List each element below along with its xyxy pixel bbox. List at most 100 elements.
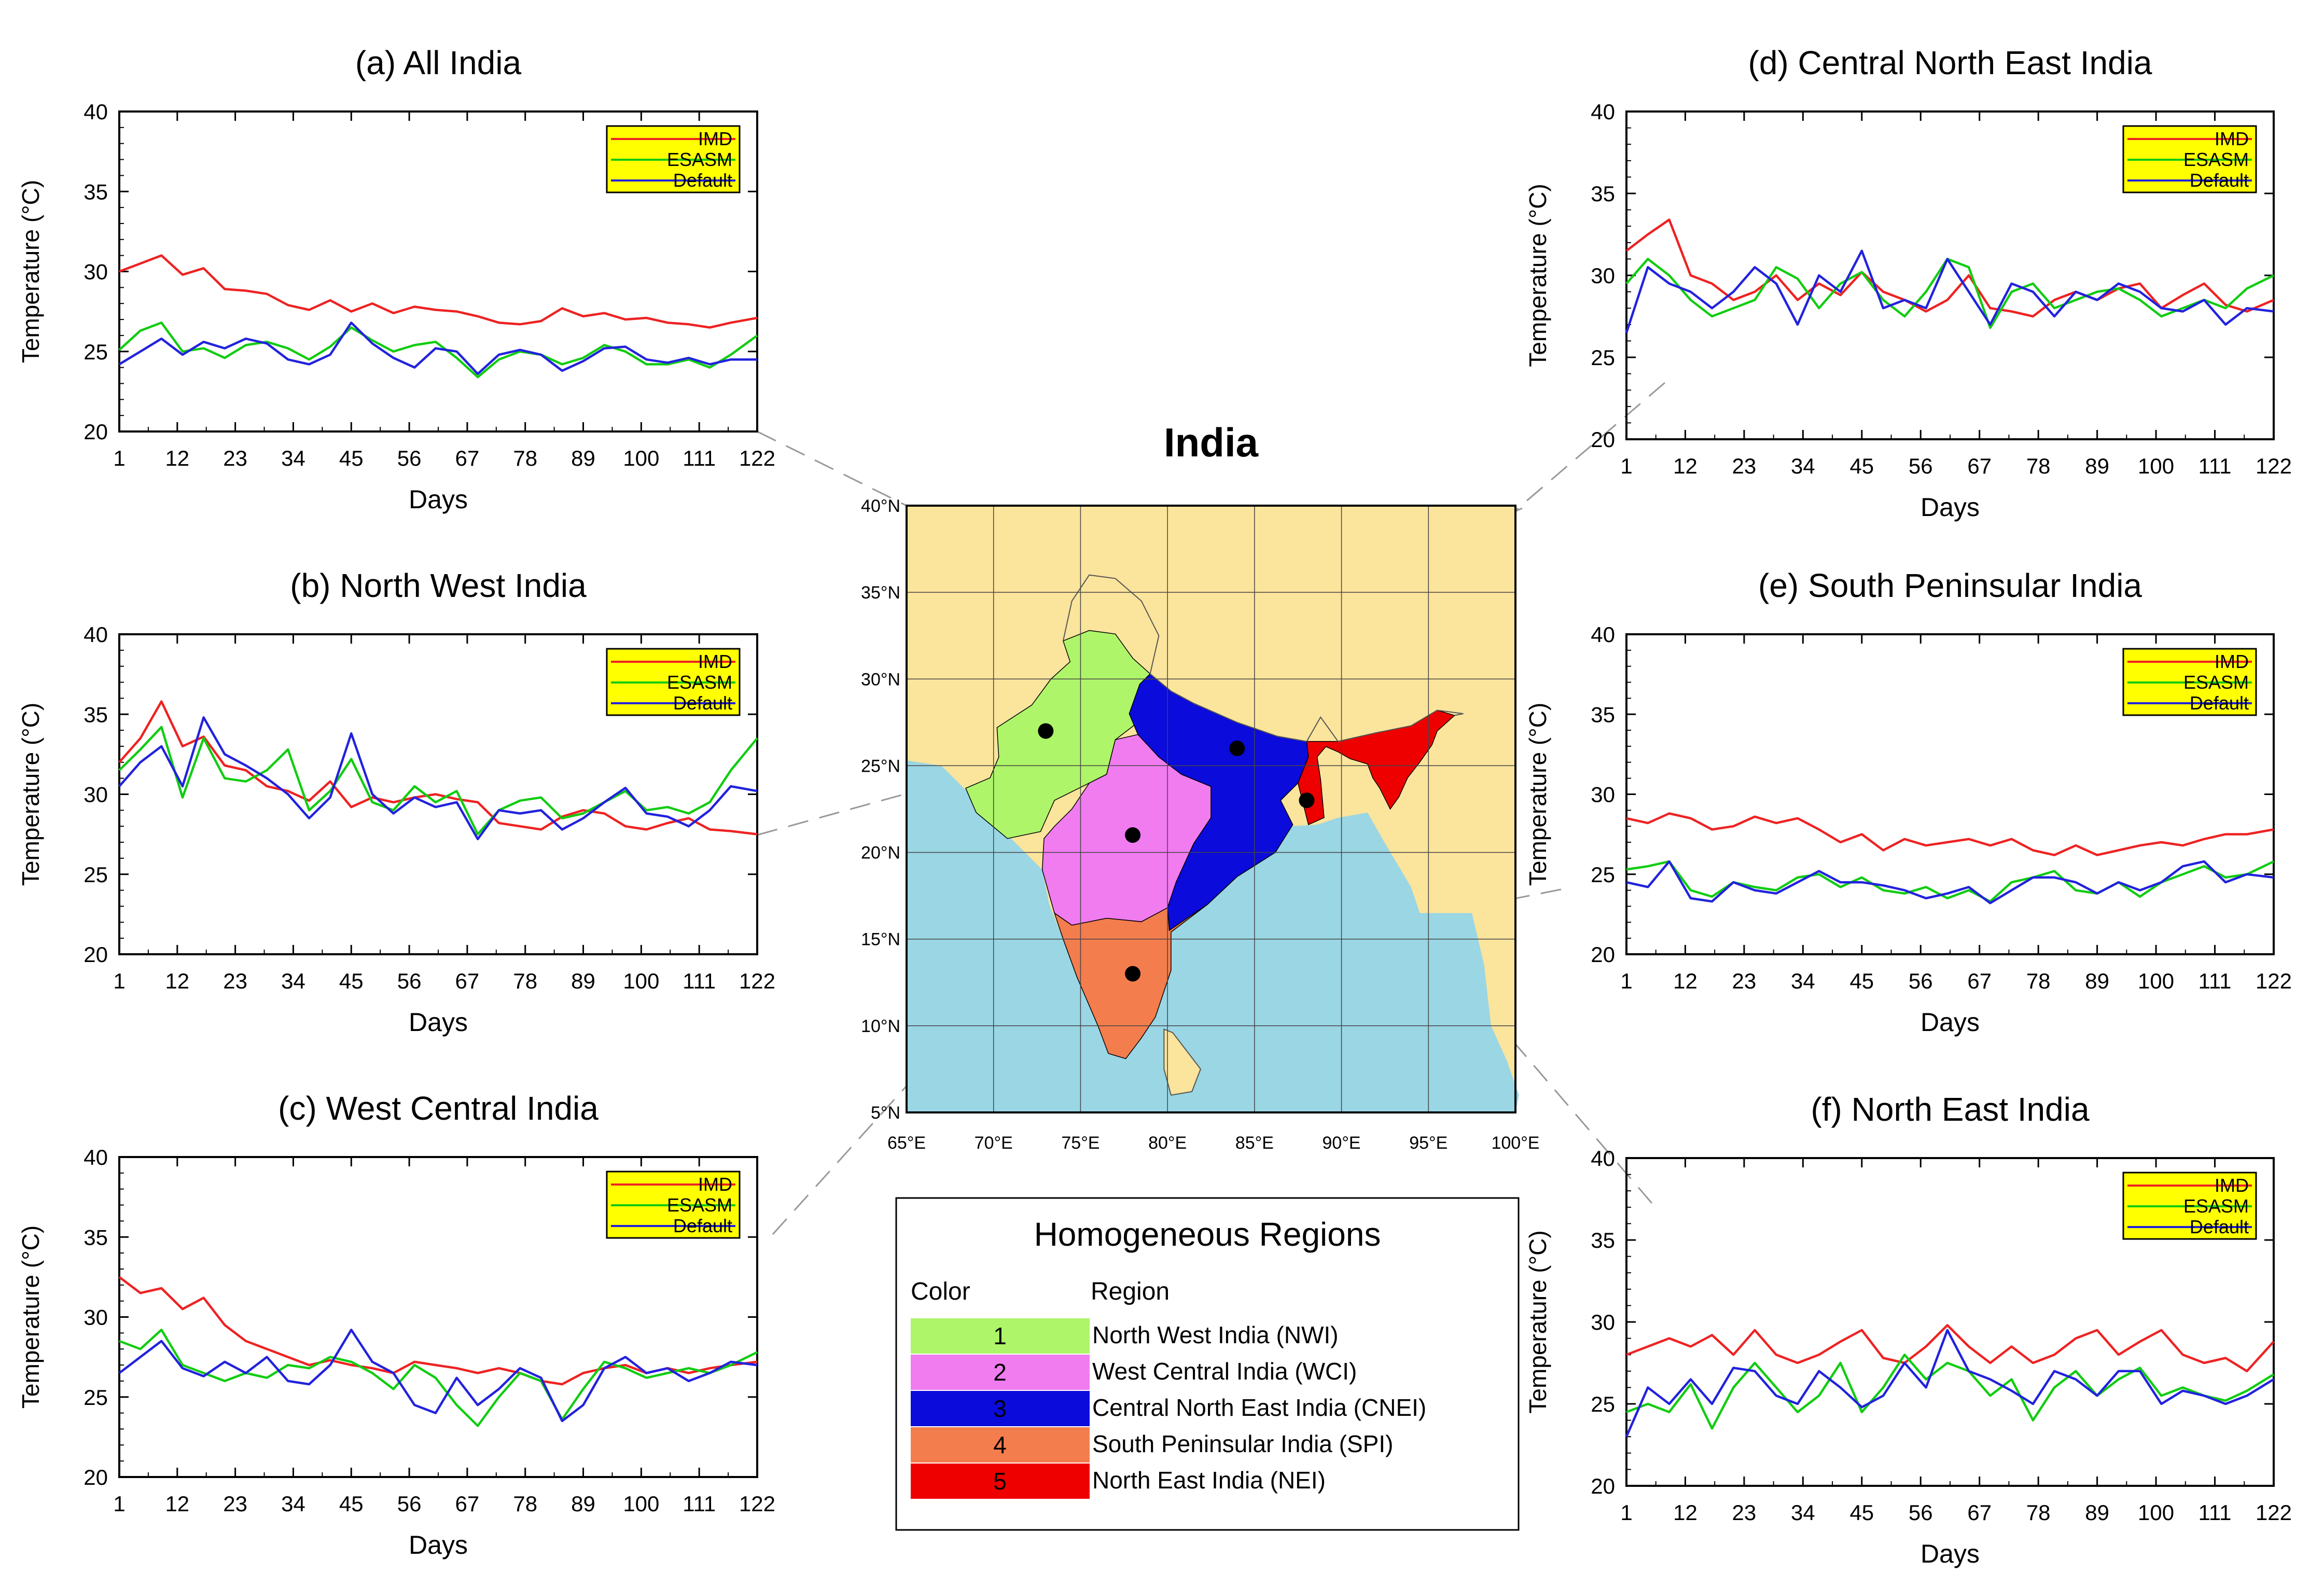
x-tick-label: 23	[223, 1492, 247, 1516]
chart-title: (e) South Peninsular India	[1758, 567, 2142, 604]
map-lon-label: 95°E	[1409, 1133, 1448, 1153]
y-tick-label: 40	[84, 1145, 108, 1169]
series-line-default	[1625, 249, 2274, 333]
x-tick-label: 56	[397, 969, 422, 993]
x-tick-label: 34	[281, 969, 305, 993]
x-tick-label: 45	[339, 1492, 364, 1516]
y-tick-label: 30	[1591, 263, 1615, 288]
series-line-default	[118, 716, 758, 841]
x-tick-label: 56	[397, 1492, 422, 1516]
x-tick-label: 67	[455, 446, 480, 470]
x-tick-label: 89	[571, 446, 595, 470]
x-tick-label: 1	[1620, 969, 1632, 993]
x-tick-label: 111	[2198, 969, 2232, 993]
map-lon-label: 80°E	[1148, 1133, 1187, 1153]
x-tick-label: 89	[2085, 454, 2109, 478]
map-frame	[906, 505, 1516, 1113]
ocean	[907, 760, 1519, 1112]
sri-lanka	[1163, 1028, 1202, 1096]
legend-swatch-5	[911, 1464, 1090, 1499]
y-tick-label: 20	[1591, 427, 1615, 452]
x-tick-label: 89	[2085, 969, 2109, 993]
region-nwi	[965, 630, 1172, 839]
y-tick-label: 35	[84, 179, 108, 204]
legend-entry: IMD	[2215, 128, 2249, 149]
x-tick-label: 100	[2138, 454, 2174, 478]
x-tick-label: 12	[165, 446, 189, 470]
x-tick-label: 1	[113, 446, 125, 470]
legend-region-label: Central North East India (CNEI)	[1092, 1394, 1426, 1421]
x-tick-label: 67	[1967, 969, 1992, 993]
x-tick-label: 23	[1732, 969, 1757, 993]
x-tick-label: 23	[1732, 454, 1757, 478]
x-tick-label: 111	[2198, 454, 2232, 478]
x-tick-label: 12	[165, 1492, 189, 1516]
x-tick-label: 100	[2138, 969, 2174, 993]
y-axis-label: Temperature (°C)	[1524, 1230, 1551, 1413]
x-tick-label: 1	[1620, 454, 1632, 478]
y-tick-label: 35	[1591, 182, 1615, 206]
x-tick-label: 45	[339, 969, 364, 993]
x-tick-label: 34	[1791, 969, 1815, 993]
y-axis-label: Temperature (°C)	[17, 1225, 44, 1409]
legend-swatch-number: 4	[993, 1431, 1007, 1458]
legend-entry: IMD	[698, 1174, 732, 1195]
chart-panel-b: (b) North West India 20 25 30 35 40 1 12 23 34 45 5…	[17, 567, 775, 1037]
legend-entry: IMD	[2215, 1175, 2249, 1196]
x-axis-label: Days	[409, 1530, 468, 1559]
x-tick-label: 78	[513, 1492, 537, 1516]
x-tick-label: 1	[113, 1492, 125, 1516]
legend-region-label: North East India (NEI)	[1092, 1467, 1326, 1494]
x-tick-label: 67	[455, 1492, 480, 1516]
x-tick-label: 111	[683, 1492, 716, 1516]
station-marker	[1125, 966, 1141, 982]
legend-entry: IMD	[2215, 651, 2249, 672]
x-tick-label: 122	[2256, 969, 2292, 993]
x-tick-label: 100	[623, 1492, 659, 1516]
map-lat-label: 20°N	[861, 843, 900, 863]
x-tick-label: 78	[513, 969, 537, 993]
x-tick-label: 122	[2256, 454, 2292, 478]
x-tick-label: 122	[739, 1492, 775, 1516]
x-tick-label: 12	[1673, 454, 1697, 478]
x-tick-label: 45	[1849, 454, 1874, 478]
country-borders	[1062, 574, 1464, 742]
y-tick-label: 40	[1591, 100, 1615, 124]
x-tick-label: 34	[1791, 1500, 1815, 1525]
y-tick-label: 40	[84, 622, 108, 647]
y-tick-label: 20	[84, 420, 108, 444]
x-tick-label: 34	[281, 446, 305, 470]
x-axis-label: Days	[1921, 1539, 1980, 1568]
series-line-default	[1625, 1329, 2275, 1438]
india-map: India 40°N 35°N 30°N 25°N 20°N 15°N 10°N 5°N 65°E…	[861, 420, 1539, 1153]
series-line-esasm	[118, 321, 758, 379]
station-marker	[1125, 827, 1141, 843]
map-lat-label: 30°N	[861, 670, 900, 689]
x-tick-label: 56	[1909, 1500, 1933, 1525]
y-tick-label: 30	[1591, 783, 1615, 807]
legend-swatch-number: 2	[993, 1359, 1007, 1386]
x-tick-label: 67	[1967, 1500, 1992, 1525]
series-line-imd	[1626, 1324, 2275, 1373]
y-tick-label: 35	[1591, 702, 1615, 727]
legend-entry: ESASM	[2183, 149, 2249, 170]
map-lon-label: 90°E	[1323, 1133, 1361, 1153]
station-marker	[1038, 723, 1054, 739]
x-tick-label: 12	[1673, 969, 1697, 993]
series-line-imd	[119, 254, 758, 329]
y-tick-label: 30	[1591, 1310, 1615, 1334]
station-marker	[1229, 741, 1245, 756]
y-tick-label: 35	[84, 702, 108, 727]
legend-swatch-2	[911, 1355, 1090, 1390]
x-tick-label: 122	[739, 446, 775, 470]
legend-col-region: Region	[1091, 1278, 1170, 1305]
legend-entry: Default	[673, 692, 732, 714]
map-lat-label: 15°N	[861, 930, 900, 950]
x-tick-label: 89	[571, 969, 595, 993]
x-tick-label: 23	[1732, 1500, 1757, 1525]
legend-swatch-1	[911, 1318, 1090, 1354]
chart-title: (b) North West India	[290, 567, 587, 604]
